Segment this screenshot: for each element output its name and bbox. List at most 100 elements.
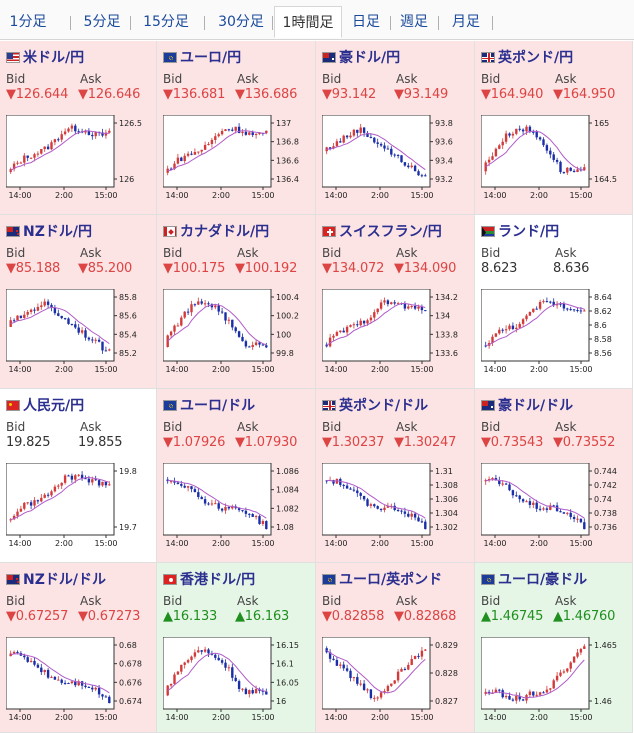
ask-label: Ask	[237, 420, 259, 434]
x-tick-label: 14:00	[165, 191, 188, 200]
pair-name[interactable]: ユーロ/英ポンド	[339, 572, 443, 588]
bid-label: Bid	[322, 246, 342, 260]
candle-up	[261, 521, 265, 524]
pair-title[interactable]: ユーロ/豪ドル	[481, 569, 587, 589]
candle-up	[91, 479, 94, 483]
pair-title[interactable]: 香港ドル/円	[163, 569, 255, 589]
pair-name[interactable]: ユーロ/ドル	[180, 398, 256, 414]
currency-cell[interactable]: ユーロ/豪ドル Bid Ask ▲1.46745 ▲1.46760 1.465 1.46 14…	[475, 563, 633, 733]
pair-name[interactable]: NZドル/円	[23, 224, 92, 240]
currency-cell[interactable]: NZドル/円 Bid Ask ▼85.188 ▼85.200 85.8 85.6 85.4 85…	[0, 215, 157, 389]
tab-6[interactable]: 週足	[400, 14, 428, 30]
candle-up	[248, 690, 251, 694]
pair-title[interactable]: ユーロ/円	[163, 47, 241, 67]
pair-title[interactable]: スイスフラン/円	[322, 221, 442, 241]
ask-label: Ask	[555, 246, 577, 260]
currency-cell[interactable]: スイスフラン/円 Bid Ask ▼134.072 ▼134.090 134.2 134 13…	[316, 215, 475, 389]
pair-title[interactable]: NZドル/ドル	[6, 569, 106, 589]
price-chart[interactable]: 1.465 1.46 14:00 2:00 15:00	[481, 637, 627, 725]
currency-cell[interactable]: 米ドル/円 Bid Ask ▼126.644 ▼126.646 126.5 126 14:00…	[0, 41, 157, 215]
candle-up	[23, 502, 26, 509]
pair-name[interactable]: ユーロ/円	[180, 50, 242, 66]
pair-title[interactable]: 英ポンド/ドル	[322, 395, 428, 415]
currency-cell[interactable]: 豪ドル/ドル Bid Ask ▼0.73543 ▼0.73552 0.744 0.742 0.…	[475, 389, 633, 563]
price-chart[interactable]: 165 164.5 14:00 2:00 15:00	[481, 115, 627, 203]
price-chart[interactable]: 134.2 134 133.8 133.6 14:00 2:00 15:00	[322, 289, 468, 377]
currency-cell[interactable]: ユーロ/英ポンド Bid Ask ▼0.82858 ▼0.82868 0.829 0.828…	[316, 563, 475, 733]
pair-name[interactable]: カナダドル/円	[180, 224, 270, 240]
pair-title[interactable]: NZドル/円	[6, 221, 92, 241]
currency-cell[interactable]: 英ポンド/円 Bid Ask ▼164.940 ▼164.950 165 164.5 14:0…	[475, 41, 633, 215]
tab-1[interactable]: 5分足	[83, 14, 121, 30]
currency-cell[interactable]: カナダドル/円 Bid Ask ▼100.175 ▼100.192 100.4 100.2 1…	[157, 215, 316, 389]
pair-name[interactable]: 人民元/円	[23, 398, 85, 414]
currency-cell[interactable]: ユーロ/ドル Bid Ask ▼1.07926 ▼1.07930 1.086 1.084 1.…	[157, 389, 316, 563]
pair-title[interactable]: 英ポンド/円	[481, 47, 573, 67]
pair-title[interactable]: 豪ドル/ドル	[481, 395, 573, 415]
nz-flag-icon	[6, 574, 20, 585]
pair-name[interactable]: 豪ドル/円	[339, 50, 401, 66]
currency-cell[interactable]: 香港ドル/円 Bid Ask ▲16.133 ▲16.163 16.15 16.1 16.05…	[157, 563, 316, 733]
pair-title[interactable]: 豪ドル/円	[322, 47, 400, 67]
pair-title[interactable]: ユーロ/英ポンド	[322, 569, 442, 589]
price-chart[interactable]: 8.64 8.62 8.6 8.58 8.56 14:00 2:00 15:00	[481, 289, 627, 377]
pair-name[interactable]: 英ポンド/ドル	[339, 398, 429, 414]
pair-title[interactable]: カナダドル/円	[163, 221, 269, 241]
ask-label: Ask	[237, 594, 259, 608]
tab-7[interactable]: 月足	[452, 14, 480, 30]
tab-5[interactable]: 日足	[352, 14, 380, 30]
candle-up	[335, 332, 339, 336]
price-chart[interactable]: 16.15 16.1 16.05 16 14:00 2:00 15:00	[163, 637, 309, 725]
pair-title[interactable]: ユーロ/ドル	[163, 395, 255, 415]
price-chart[interactable]: 126.5 126 14:00 2:00 15:00	[6, 115, 152, 203]
candle-down	[511, 699, 515, 701]
moving-average-line	[485, 479, 585, 519]
price-chart[interactable]: 100.4 100.2 100 99.8 14:00 2:00 15:00	[163, 289, 309, 377]
candle-up	[203, 303, 207, 305]
price-chart[interactable]: 19.8 19.7 14:00 2:00 15:00	[6, 463, 152, 551]
pair-name[interactable]: 豪ドル/ドル	[498, 398, 574, 414]
price-chart[interactable]: 0.829 0.828 0.827 14:00 2:00 15:00	[322, 637, 468, 725]
pair-name[interactable]: 米ドル/円	[23, 50, 85, 66]
pair-name[interactable]: ユーロ/豪ドル	[498, 572, 588, 588]
currency-cell[interactable]: ランド/円 Bid Ask 8.623 8.636 8.64 8.62 8.6 8.58 8.56…	[475, 215, 633, 389]
moving-average-line	[167, 479, 267, 519]
price-chart[interactable]: 1.31 1.308 1.306 1.304 1.302 14:00 2:00 15:00	[322, 463, 468, 551]
currency-cell[interactable]: 英ポンド/ドル Bid Ask ▼1.30237 ▼1.30247 1.31 1.308 1.…	[316, 389, 475, 563]
price-chart[interactable]: 137 136.8 136.6 136.4 14:00 2:00 15:00	[163, 115, 309, 203]
candle-up	[487, 479, 491, 481]
candle-down	[379, 143, 383, 146]
pair-name[interactable]: スイスフラン/円	[339, 224, 442, 240]
price-chart[interactable]: 0.68 0.678 0.676 0.674 14:00 2:00 15:00	[6, 637, 152, 725]
pair-name[interactable]: NZドル/ドル	[23, 572, 106, 588]
candle-up	[383, 300, 386, 303]
y-tick-label: 1.308	[435, 481, 458, 490]
currency-cell[interactable]: 豪ドル/円 Bid Ask ▼93.142 ▼93.149 93.8 93.6 93.4 93.…	[316, 41, 475, 215]
x-tick-label: 2:00	[371, 539, 389, 548]
pair-title[interactable]: 米ドル/円	[6, 47, 84, 67]
price-chart[interactable]: 1.086 1.084 1.082 1.08 14:00 2:00 15:00	[163, 463, 309, 551]
tab-0[interactable]: 1分足	[9, 14, 47, 30]
tab-3[interactable]: 30分足	[218, 14, 264, 30]
moving-average-line	[10, 653, 110, 694]
currency-cell[interactable]: NZドル/ドル Bid Ask ▼0.67257 ▼0.67273 0.68 0.678 0.…	[0, 563, 157, 733]
price-chart[interactable]: 93.8 93.6 93.4 93.2 14:00 2:00 15:00	[322, 115, 468, 203]
candle-up	[169, 683, 173, 686]
price-chart[interactable]: 0.744 0.742 0.74 0.738 0.736 14:00 2:00 15:00	[481, 463, 627, 551]
y-tick-label: 0.742	[594, 481, 617, 490]
pair-title[interactable]: 人民元/円	[6, 395, 84, 415]
x-tick-label: 15:00	[94, 713, 117, 722]
price-chart[interactable]: 85.8 85.6 85.4 85.2 14:00 2:00 15:00	[6, 289, 152, 377]
pair-name[interactable]: 英ポンド/円	[498, 50, 574, 66]
pair-title[interactable]: ランド/円	[481, 221, 559, 241]
y-tick-label: 126.5	[119, 119, 142, 128]
candle-down	[101, 694, 104, 697]
candle-up	[50, 142, 53, 150]
candle-up	[521, 319, 525, 324]
pair-name[interactable]: ランド/円	[498, 224, 560, 240]
currency-cell[interactable]: ユーロ/円 Bid Ask ▼136.681 ▼136.686 137 136.8 136.6…	[157, 41, 316, 215]
currency-cell[interactable]: 人民元/円 Bid Ask 19.825 19.855 19.8 19.7 14:00 2:00…	[0, 389, 157, 563]
tab-2[interactable]: 15分足	[143, 14, 189, 30]
pair-name[interactable]: 香港ドル/円	[180, 572, 256, 588]
tab-4[interactable]: 1時間足	[274, 6, 342, 38]
